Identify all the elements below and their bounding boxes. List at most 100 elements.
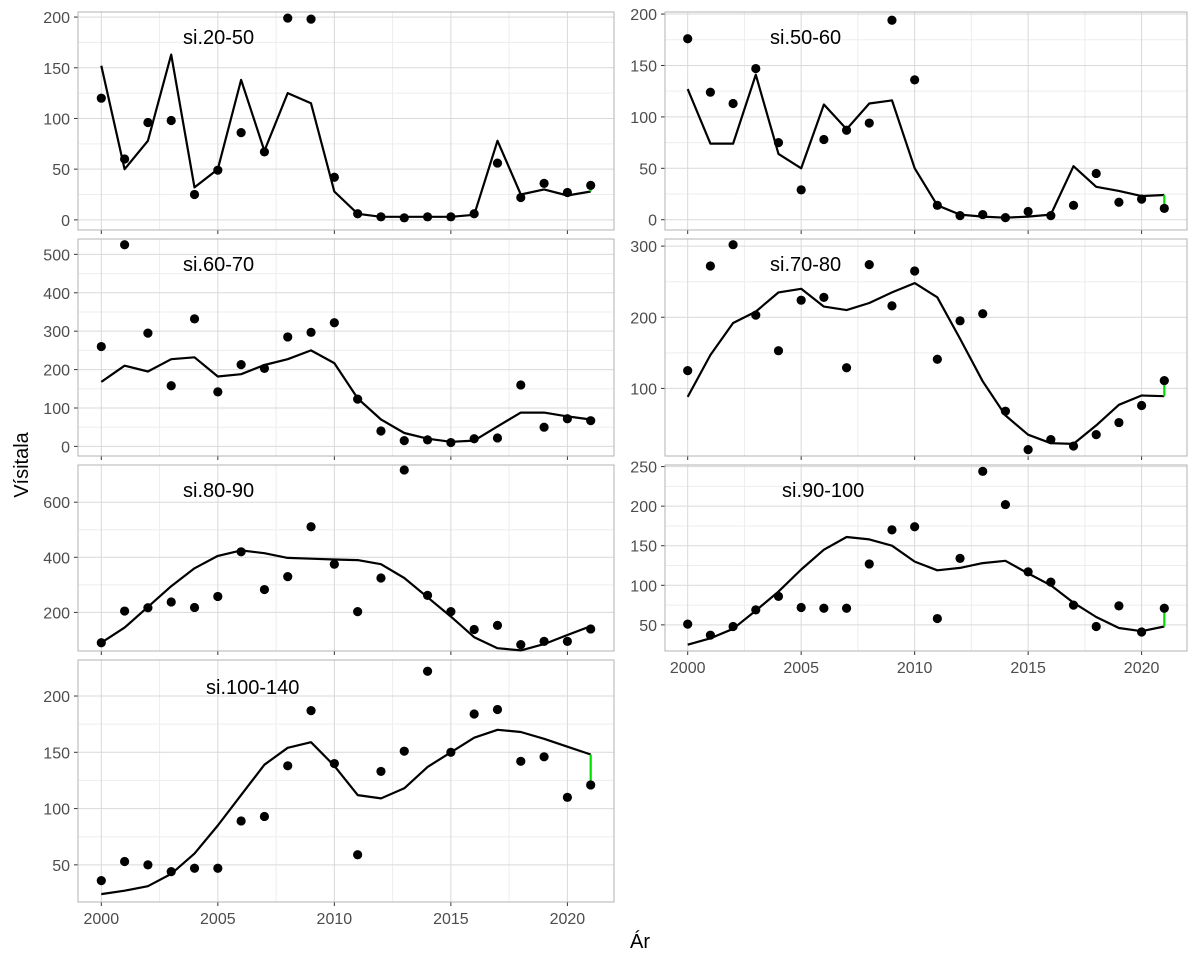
data-point xyxy=(259,363,270,374)
fitted-line xyxy=(687,535,1165,646)
data-point xyxy=(773,591,784,601)
data-point xyxy=(283,761,293,771)
data-point xyxy=(978,209,988,220)
data-point xyxy=(492,620,503,630)
panel-si.50-60: 0 50 100 150 200 si.50-60 xyxy=(630,7,1188,234)
y-tick-label: 100 xyxy=(630,578,657,595)
panels: 0 50 100 150 200 si.20-50 0 50 100 150 200 si.50-60… xyxy=(43,7,1188,928)
data-point xyxy=(306,327,316,337)
data-point xyxy=(773,346,784,356)
data-point xyxy=(955,553,965,563)
data-point xyxy=(841,363,852,373)
data-point xyxy=(728,621,738,632)
data-point xyxy=(586,780,596,790)
data-point xyxy=(1091,430,1101,440)
data-point xyxy=(143,860,153,870)
y-tick-label: 200 xyxy=(43,689,70,706)
data-point xyxy=(841,125,852,135)
x-tick-label: 2010 xyxy=(897,660,933,677)
panel-si.60-70: 0 100 200 300 400 500 si.60-70 xyxy=(43,238,615,460)
data-point xyxy=(446,606,456,617)
data-point xyxy=(705,261,715,271)
panel-border xyxy=(664,11,1188,231)
data-point xyxy=(586,624,596,634)
data-point xyxy=(1137,627,1147,637)
data-point xyxy=(469,709,479,719)
data-point xyxy=(166,597,176,607)
data-point xyxy=(306,14,316,24)
data-point xyxy=(120,856,130,867)
data-point xyxy=(236,816,246,826)
data-point xyxy=(796,295,806,305)
x-tick-label: 2005 xyxy=(200,911,236,928)
data-point xyxy=(586,416,596,426)
data-point xyxy=(1068,200,1079,210)
data-point xyxy=(1137,194,1147,204)
y-tick-label: 150 xyxy=(43,61,70,78)
panel-border xyxy=(77,11,615,231)
data-point xyxy=(1159,203,1169,214)
x-tick-label: 2020 xyxy=(1124,660,1160,677)
data-point xyxy=(796,602,806,613)
data-point xyxy=(910,266,920,276)
y-tick-label: 50 xyxy=(52,162,70,179)
y-axis-title: Vísitala xyxy=(11,431,33,497)
data-point xyxy=(189,863,200,873)
panel-title: si.60-70 xyxy=(183,254,254,276)
data-point xyxy=(864,260,874,270)
data-point xyxy=(492,704,503,715)
data-point xyxy=(422,590,433,600)
y-tick-label: 100 xyxy=(43,111,70,128)
data-point xyxy=(887,525,897,535)
data-point xyxy=(751,63,761,74)
data-point xyxy=(516,380,526,390)
data-point xyxy=(1114,197,1124,207)
data-point xyxy=(236,128,246,138)
data-point xyxy=(399,465,409,475)
data-point xyxy=(422,212,433,222)
data-point xyxy=(586,180,596,190)
x-tick-label: 2015 xyxy=(433,911,469,928)
data-point xyxy=(422,666,433,676)
data-point xyxy=(329,559,339,569)
y-tick-label: 100 xyxy=(43,802,70,819)
y-tick-label: 100 xyxy=(630,110,657,127)
data-point xyxy=(236,359,246,370)
data-point xyxy=(329,318,339,328)
data-point xyxy=(819,134,829,145)
y-tick-label: 200 xyxy=(630,7,657,24)
panel-si.80-90: 200 400 600 si.80-90 xyxy=(43,464,615,655)
panel-si.20-50: 0 50 100 150 200 si.20-50 xyxy=(43,10,615,234)
data-point xyxy=(446,212,456,222)
data-point xyxy=(353,606,363,617)
data-point xyxy=(213,387,223,397)
data-point xyxy=(376,426,386,436)
data-point xyxy=(887,301,897,311)
data-point xyxy=(932,613,942,624)
panel-si.70-80: 100 200 300 si.70-80 xyxy=(630,238,1188,460)
panel-title: si.20-50 xyxy=(183,27,254,49)
data-point xyxy=(1000,499,1011,510)
y-tick-label: 150 xyxy=(43,745,70,762)
data-point xyxy=(1114,417,1124,428)
data-point xyxy=(773,137,784,148)
data-point xyxy=(492,158,503,168)
data-point xyxy=(910,522,920,532)
data-point xyxy=(516,640,526,650)
data-point xyxy=(329,758,339,769)
data-point xyxy=(120,240,130,250)
y-tick-label: 50 xyxy=(639,618,657,635)
data-point xyxy=(189,602,200,613)
panel-title: si.70-80 xyxy=(770,254,841,276)
y-tick-label: 0 xyxy=(61,213,70,230)
data-point xyxy=(120,154,130,164)
x-tick-label: 2010 xyxy=(317,911,353,928)
y-tick-label: 200 xyxy=(43,10,70,27)
data-point xyxy=(189,189,200,200)
data-point xyxy=(1159,603,1169,613)
data-point xyxy=(705,630,715,640)
data-point xyxy=(96,876,106,886)
data-point xyxy=(283,13,293,23)
y-tick-label: 100 xyxy=(630,381,657,398)
